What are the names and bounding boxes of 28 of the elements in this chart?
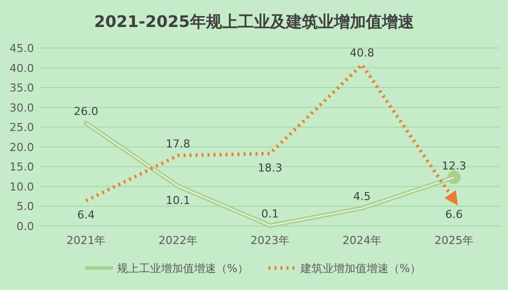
x-tick-label: 2024年 <box>342 234 382 247</box>
x-tick-label: 2023年 <box>250 234 290 247</box>
y-tick-label: 0.0 <box>16 220 34 233</box>
data-label: 6.6 <box>445 208 463 221</box>
x-tick-label: 2021年 <box>66 234 106 247</box>
data-label: 4.5 <box>353 190 371 204</box>
data-label: 18.3 <box>258 162 282 175</box>
data-label: 6.4 <box>77 208 95 222</box>
y-tick-label: 40.0 <box>10 62 34 75</box>
data-label: 10.1 <box>166 194 190 208</box>
data-label: 12.3 <box>442 159 466 172</box>
data-label: 17.8 <box>166 138 190 151</box>
y-tick-label: 15.0 <box>10 160 34 174</box>
x-tick-label: 2025年 <box>434 234 474 247</box>
data-label: 26.0 <box>74 105 98 118</box>
y-tick-label: 5.0 <box>16 200 34 214</box>
y-tick-label: 25.0 <box>10 121 34 134</box>
legend-label: 规上工业增加值增速（%） <box>117 262 248 275</box>
y-tick-label: 10.0 <box>10 180 34 194</box>
y-tick-label: 20.0 <box>10 140 34 154</box>
y-tick-label: 45.0 <box>10 42 34 55</box>
x-tick-label: 2022年 <box>158 234 198 247</box>
y-tick-label: 30.0 <box>10 101 34 114</box>
y-tick-label: 35.0 <box>10 82 34 95</box>
data-label: 0.1 <box>261 208 279 221</box>
data-label: 40.8 <box>350 46 374 60</box>
legend-label: 建筑业增加值增速（%） <box>299 262 421 275</box>
chart-title: 2021-2025年规上工业及建筑业增加值增速 <box>94 12 415 31</box>
